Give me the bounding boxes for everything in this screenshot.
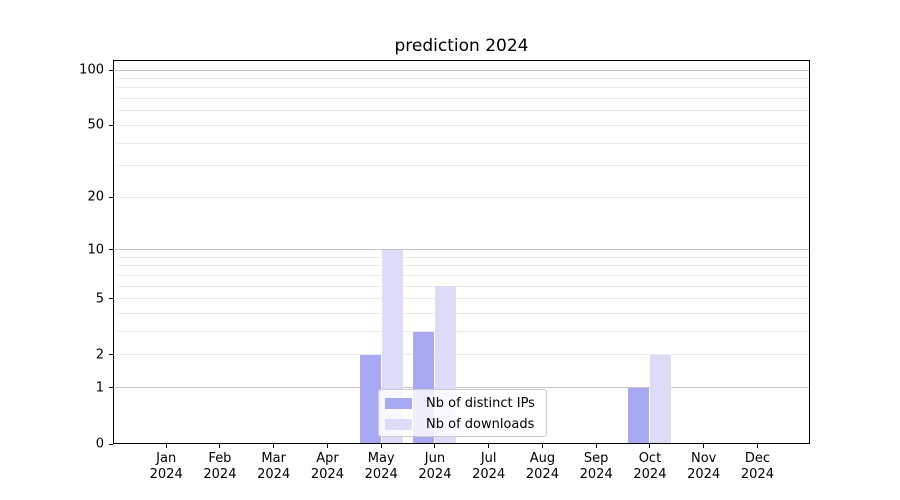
gridline-minor-80 [113, 87, 810, 89]
plot-frame [113, 60, 810, 444]
gridline-minor-5 [113, 298, 810, 300]
x-tick-label-aug: Aug 2024 [526, 451, 559, 483]
x-tick-year: 2024 [472, 467, 506, 482]
gridline-major-100 [113, 69, 810, 71]
x-tick-mark-apr [326, 444, 328, 448]
gridline-minor-9 [113, 256, 810, 258]
x-tick-label-nov: Nov 2024 [687, 451, 720, 483]
x-tick-mark-jan [165, 444, 167, 448]
y-tick-label-50: 50 [87, 117, 104, 133]
x-tick-month: Oct [638, 451, 662, 466]
x-tick-year: 2024 [633, 467, 667, 482]
x-tick-month: May [367, 451, 395, 466]
x-tick-mark-jun [434, 444, 436, 448]
x-tick-year: 2024 [418, 467, 452, 482]
x-tick-mark-mar [273, 444, 275, 448]
x-tick-month: Feb [208, 451, 232, 466]
x-tick-month: Mar [261, 451, 286, 466]
gridline-minor-8 [113, 265, 810, 267]
x-tick-month: Sep [583, 451, 609, 466]
y-tick-label-0: 0 [95, 436, 104, 452]
x-tick-year: 2024 [687, 467, 721, 482]
y-tick-mark-1 [109, 387, 113, 389]
gridline-minor-70 [113, 98, 810, 100]
legend-swatch-distinct-ips [385, 398, 412, 409]
x-tick-month: Apr [316, 451, 339, 466]
x-tick-label-may: May 2024 [365, 451, 398, 483]
gridline-major-1 [113, 387, 810, 389]
y-tick-label-10: 10 [87, 242, 104, 258]
y-tick-mark-2 [109, 354, 113, 356]
x-tick-month: Jan [156, 451, 177, 466]
x-tick-year: 2024 [525, 467, 559, 482]
x-tick-label-apr: Apr 2024 [311, 451, 344, 483]
gridline-minor-40 [113, 142, 810, 144]
gridline-minor-30 [113, 165, 810, 167]
legend-label-downloads: Nb of downloads [426, 417, 535, 432]
gridline-minor-60 [113, 110, 810, 112]
x-tick-mark-may [380, 444, 382, 448]
gridline-minor-20 [113, 196, 810, 198]
bar-may-distinct-ips [359, 354, 381, 444]
gridline-minor-90 [113, 77, 810, 79]
x-tick-year: 2024 [740, 467, 774, 482]
gridline-minor-3 [113, 331, 810, 333]
y-tick-label-100: 100 [79, 62, 104, 78]
x-tick-year: 2024 [579, 467, 613, 482]
x-tick-label-mar: Mar 2024 [257, 451, 290, 483]
y-tick-label-20: 20 [87, 189, 104, 205]
x-tick-year: 2024 [149, 467, 183, 482]
x-tick-month: Jul [480, 451, 497, 466]
legend: Nb of distinct IPs Nb of downloads [378, 389, 547, 437]
gridline-major-10 [113, 249, 810, 251]
x-tick-label-jun: Jun 2024 [418, 451, 451, 483]
y-tick-mark-100 [109, 69, 113, 71]
y-tick-mark-0 [109, 443, 113, 445]
y-tick-mark-50 [109, 124, 113, 126]
x-tick-mark-aug [541, 444, 543, 448]
legend-swatch-downloads [385, 419, 412, 430]
x-tick-label-oct: Oct 2024 [633, 451, 666, 483]
gridline-minor-50 [113, 124, 810, 126]
gridline-minor-2 [113, 354, 810, 356]
x-tick-year: 2024 [203, 467, 237, 482]
x-tick-month: Aug [529, 451, 556, 466]
x-tick-mark-nov [703, 444, 705, 448]
x-tick-mark-dec [756, 444, 758, 448]
gridline-minor-7 [113, 274, 810, 276]
x-tick-year: 2024 [257, 467, 291, 482]
x-tick-year: 2024 [364, 467, 398, 482]
x-tick-month: Dec [744, 451, 771, 466]
gridline-minor-6 [113, 285, 810, 287]
x-tick-month: Nov [691, 451, 717, 466]
x-tick-label-sep: Sep 2024 [580, 451, 613, 483]
x-tick-month: Jun [424, 451, 446, 466]
chart-title: prediction 2024 [394, 36, 529, 56]
bar-oct-distinct-ips [628, 387, 650, 444]
bar-oct-downloads [650, 354, 672, 444]
x-tick-year: 2024 [310, 467, 344, 482]
y-tick-mark-5 [109, 298, 113, 300]
x-tick-label-jul: Jul 2024 [472, 451, 505, 483]
x-tick-label-feb: Feb 2024 [203, 451, 236, 483]
legend-entry-distinct-ips: Nb of distinct IPs [385, 397, 536, 410]
gridline-minor-4 [113, 313, 810, 315]
legend-label-distinct-ips: Nb of distinct IPs [426, 396, 535, 411]
y-tick-mark-10 [109, 249, 113, 251]
y-tick-label-1: 1 [95, 380, 104, 396]
x-tick-label-dec: Dec 2024 [741, 451, 774, 483]
legend-entry-downloads: Nb of downloads [385, 418, 536, 431]
y-tick-label-2: 2 [95, 347, 104, 363]
x-tick-mark-feb [219, 444, 221, 448]
x-tick-mark-jul [488, 444, 490, 448]
x-tick-mark-sep [595, 444, 597, 448]
x-tick-mark-oct [649, 444, 651, 448]
y-tick-label-5: 5 [95, 291, 104, 307]
y-tick-mark-20 [109, 196, 113, 198]
x-tick-label-jan: Jan 2024 [150, 451, 183, 483]
